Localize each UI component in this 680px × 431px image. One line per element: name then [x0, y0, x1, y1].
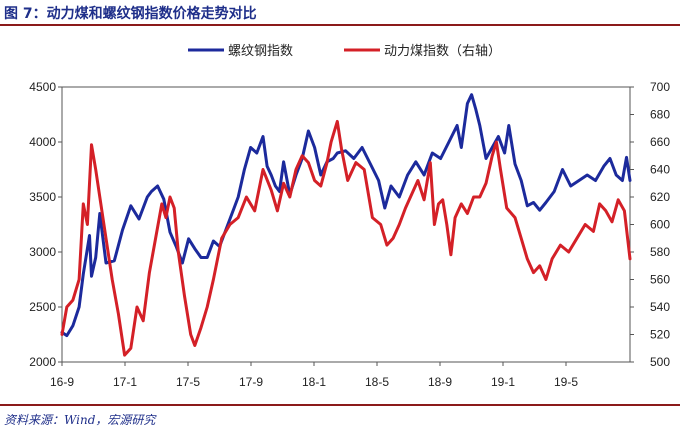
bottom-rule	[0, 404, 680, 406]
chart-title: 图 7：动力煤和螺纹钢指数价格走势对比	[4, 6, 257, 22]
x-tick-label: 17-9	[239, 375, 263, 389]
y-right-tick-label: 560	[650, 273, 670, 287]
y-right-tick-label: 600	[650, 218, 670, 232]
plot-frame	[61, 86, 631, 363]
series-line-coal	[60, 119, 632, 357]
source-note: 资料来源：Wind，宏源研究	[4, 413, 156, 427]
x-tick-label: 17-1	[113, 375, 137, 389]
y-left-tick-label: 2500	[29, 300, 56, 314]
y-right-tick-label: 700	[650, 80, 670, 94]
legend-label: 动力煤指数（右轴）	[384, 44, 501, 59]
y-left-tick-label: 3500	[29, 190, 56, 204]
x-tick-label: 19-5	[554, 375, 578, 389]
y-right-tick-label: 540	[650, 300, 670, 314]
y-right-tick-label: 500	[650, 355, 670, 369]
series-group	[60, 93, 632, 357]
y-right-tick-label: 580	[650, 245, 670, 259]
y-right-tick-label: 680	[650, 108, 670, 122]
y-left-tick-label: 4000	[29, 135, 56, 149]
axes-group: 2000 2500 3000 3500 4000 4500 500 520 540 560 580 6…	[29, 80, 670, 389]
top-rule	[0, 24, 680, 26]
y-left-tick-label: 2000	[29, 355, 56, 369]
x-tick-label: 19-1	[491, 375, 515, 389]
x-tick-label: 18-9	[428, 375, 452, 389]
y-right-tick-label: 660	[650, 135, 670, 149]
y-left-tick-label: 4500	[29, 80, 56, 94]
y-right-tick-label: 520	[650, 328, 670, 342]
y-left-tick-label: 3000	[29, 245, 56, 259]
x-tick-label: 18-5	[365, 375, 389, 389]
x-tick-label: 18-1	[302, 375, 326, 389]
y-right-tick-label: 640	[650, 163, 670, 177]
x-tick-label: 17-5	[176, 375, 200, 389]
legend-label: 螺纹钢指数	[228, 44, 293, 59]
y-right-tick-label: 620	[650, 190, 670, 204]
x-tick-label: 16-9	[50, 375, 74, 389]
legend-group: 螺纹钢指数 动力煤指数（右轴）	[188, 44, 501, 59]
